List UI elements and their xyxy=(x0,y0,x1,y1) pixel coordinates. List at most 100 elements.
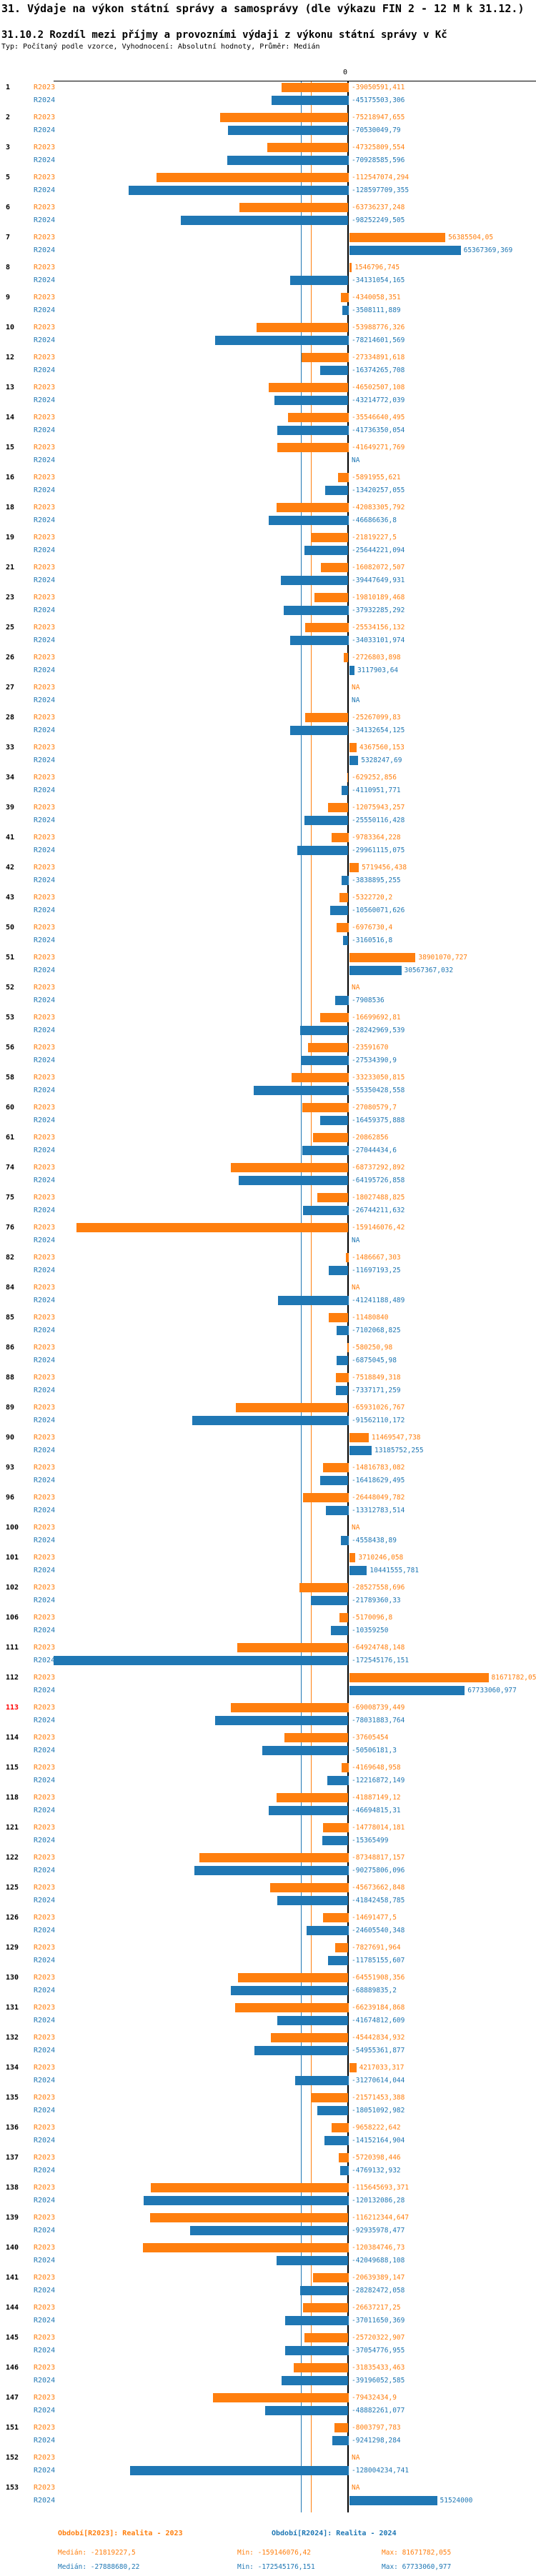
row-number: 39 xyxy=(6,804,15,812)
value-label-r2024: -34033101,974 xyxy=(352,636,405,644)
value-bar-r2023 xyxy=(151,2183,349,2192)
value-bar-r2024 xyxy=(215,1716,349,1725)
series-label-r2024: R2024 xyxy=(34,817,56,824)
value-label-r2024: -10560071,626 xyxy=(352,907,405,914)
page-title: 31. Výdaje na výkon státní správy a samo… xyxy=(1,2,525,15)
value-bar-r2024 xyxy=(254,1086,349,1095)
series-label-r2024: R2024 xyxy=(34,2197,56,2205)
series-label-r2024: R2024 xyxy=(34,1987,56,1995)
series-label-r2024: R2024 xyxy=(34,1867,56,1874)
value-bar-r2024 xyxy=(349,1446,372,1455)
row-number: 16 xyxy=(6,474,15,481)
value-label-r2023: 3710246,058 xyxy=(358,1554,404,1562)
stat-max-r2024: Max: 67733060,977 xyxy=(382,2563,452,2571)
row-number: 23 xyxy=(6,594,15,601)
value-bar-r2024 xyxy=(349,666,354,675)
value-bar-r2023 xyxy=(277,503,349,512)
value-label-r2023: -41887149,12 xyxy=(352,1794,401,1802)
value-label-r2024: -16418629,495 xyxy=(352,1477,405,1484)
series-label-r2023: R2023 xyxy=(34,894,56,902)
series-label-r2023: R2023 xyxy=(34,204,56,211)
series-label-r2023: R2023 xyxy=(34,474,56,481)
value-label-r2024: -128597709,355 xyxy=(352,186,410,194)
series-label-r2023: R2023 xyxy=(34,2064,56,2072)
value-label-r2023: -629252,856 xyxy=(352,774,397,782)
value-bar-r2023 xyxy=(256,323,349,332)
value-bar-r2024 xyxy=(277,1896,349,1905)
value-bar-r2024 xyxy=(54,1656,349,1665)
value-bar-r2023 xyxy=(292,1073,349,1082)
series-label-r2024: R2024 xyxy=(34,1027,56,1034)
series-label-r2023: R2023 xyxy=(34,1674,56,1682)
series-label-r2023: R2023 xyxy=(34,2304,56,2312)
row-number: 90 xyxy=(6,1434,15,1442)
series-label-r2024: R2024 xyxy=(34,96,56,104)
value-bar-r2024 xyxy=(330,906,349,915)
row-number: 60 xyxy=(6,1104,15,1112)
series-label-r2024: R2024 xyxy=(34,1267,56,1274)
row-number: 88 xyxy=(6,1374,15,1382)
series-label-r2024: R2024 xyxy=(34,2317,56,2325)
value-bar-r2024 xyxy=(328,1956,349,1965)
value-bar-r2024 xyxy=(340,2166,349,2175)
series-label-r2024: R2024 xyxy=(34,877,56,884)
value-label-r2023: -116212344,647 xyxy=(352,2214,410,2222)
row-number: 111 xyxy=(6,1644,19,1652)
series-label-r2024: R2024 xyxy=(34,2137,56,2145)
value-label-r2024: 51524000 xyxy=(440,2497,473,2505)
value-bar-r2023 xyxy=(338,473,349,482)
value-label-r2024: -28282472,058 xyxy=(352,2287,405,2295)
series-label-r2024: R2024 xyxy=(34,2077,56,2085)
value-label-r2023: -23591670 xyxy=(352,1044,389,1052)
row-number: 61 xyxy=(6,1134,15,1142)
row-number: 118 xyxy=(6,1794,19,1802)
value-bar-r2024 xyxy=(302,1206,349,1215)
value-bar-r2024 xyxy=(230,1986,349,1995)
row-number: 121 xyxy=(6,1824,19,1832)
row-number: 144 xyxy=(6,2304,19,2312)
value-label-r2023: -112547074,294 xyxy=(352,174,410,181)
value-bar-r2023 xyxy=(303,1493,349,1502)
value-label-r2023: -65931026,767 xyxy=(352,1404,405,1412)
series-label-r2023: R2023 xyxy=(34,1644,56,1652)
row-number: 25 xyxy=(6,624,15,631)
row-number: 21 xyxy=(6,564,15,571)
series-label-r2023: R2023 xyxy=(34,954,56,962)
series-label-r2024: R2024 xyxy=(34,2407,56,2415)
row-number: 9 xyxy=(6,294,11,301)
value-label-r2023: NA xyxy=(352,2484,360,2492)
value-bar-r2024 xyxy=(285,2346,349,2355)
value-label-r2023: -4169648,958 xyxy=(352,1764,401,1772)
value-bar-r2024 xyxy=(320,366,349,375)
series-label-r2024: R2024 xyxy=(34,1057,56,1064)
value-bar-r2023 xyxy=(341,1763,349,1772)
row-number: 10 xyxy=(6,324,15,331)
value-bar-r2023 xyxy=(219,113,349,122)
value-label-r2024: -26744211,632 xyxy=(352,1207,405,1214)
series-label-r2024: R2024 xyxy=(34,2467,56,2475)
value-label-r2023: -64551908,356 xyxy=(352,1974,405,1982)
value-bar-r2023 xyxy=(349,743,357,752)
value-bar-r2024 xyxy=(320,1476,349,1485)
series-label-r2023: R2023 xyxy=(34,984,56,992)
value-label-r2024: -16459375,888 xyxy=(352,1117,405,1124)
series-label-r2023: R2023 xyxy=(34,1014,56,1022)
value-label-r2024: -37011650,369 xyxy=(352,2317,405,2325)
row-number: 14 xyxy=(6,414,15,421)
row-number: 130 xyxy=(6,1974,19,1982)
value-label-r2024: -46694815,31 xyxy=(352,1807,401,1814)
row-number: 140 xyxy=(6,2244,19,2252)
value-label-r2024: -41241188,489 xyxy=(352,1297,405,1304)
value-label-r2023: -120384746,73 xyxy=(352,2244,405,2252)
value-bar-r2023 xyxy=(349,1433,369,1442)
series-label-r2024: R2024 xyxy=(34,1297,56,1304)
value-bar-r2023 xyxy=(313,2273,349,2282)
value-bar-r2024 xyxy=(317,2106,349,2115)
value-bar-r2023 xyxy=(347,1343,349,1352)
series-label-r2023: R2023 xyxy=(34,1614,56,1622)
value-label-r2023: -53988776,326 xyxy=(352,324,405,331)
value-bar-r2024 xyxy=(349,756,359,765)
series-label-r2023: R2023 xyxy=(34,1554,56,1562)
value-label-r2024: -42049688,108 xyxy=(352,2257,405,2265)
value-label-r2023: -41649271,769 xyxy=(352,444,405,451)
